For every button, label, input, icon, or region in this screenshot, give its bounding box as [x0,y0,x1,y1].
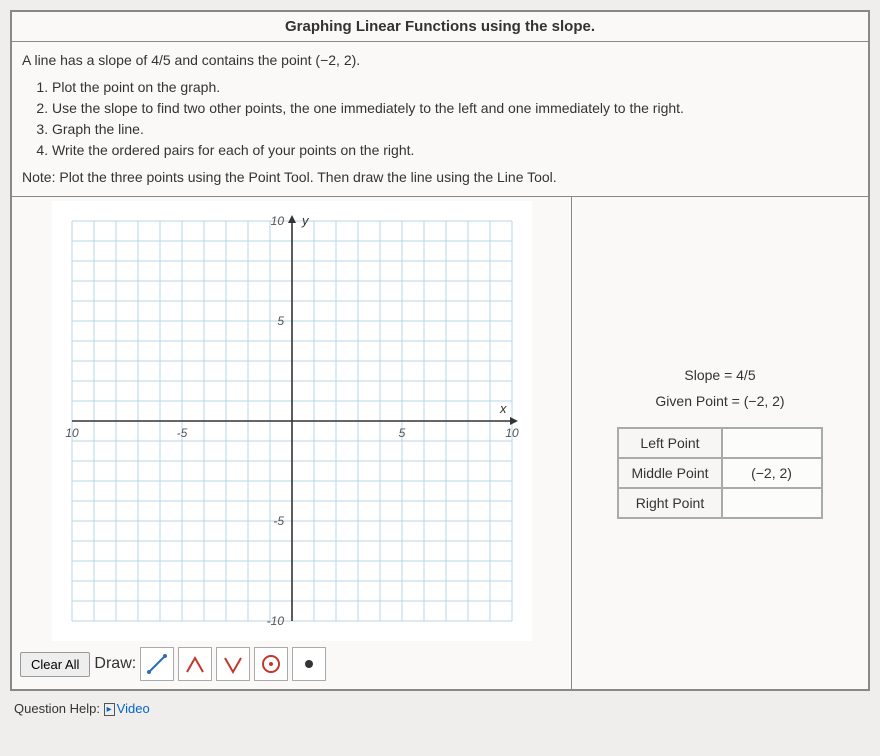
help-label: Question Help: [14,701,100,716]
given-point-label: Given Point = (−2, 2) [582,393,858,409]
row-label: Middle Point [618,458,721,488]
row-label: Left Point [618,428,721,458]
table-row: Right Point [618,488,821,518]
svg-text:5: 5 [277,314,284,328]
video-icon: ▸ [104,703,115,716]
line-tool-icon[interactable] [140,647,174,681]
svg-text:-5: -5 [273,514,284,528]
table-row: Middle Point (−2, 2) [618,458,821,488]
step-item: Write the ordered pairs for each of your… [52,140,858,161]
step-item: Plot the point on the graph. [52,77,858,98]
svg-text:-10: -10 [266,614,284,628]
coordinate-graph[interactable]: 10-5510-10-5510xy [52,201,532,641]
circle-tool-icon[interactable] [254,647,288,681]
points-table: Left Point Middle Point (−2, 2) Right Po… [617,427,822,519]
svg-text:5: 5 [398,426,405,440]
video-text: Video [117,701,150,716]
step-item: Use the slope to find two other points, … [52,98,858,119]
poly-down-tool-icon[interactable] [216,647,250,681]
middle-point-input[interactable]: (−2, 2) [722,458,822,488]
steps-list: Plot the point on the graph. Use the slo… [52,77,858,161]
poly-up-tool-icon[interactable] [178,647,212,681]
point-tool-icon[interactable] [292,647,326,681]
svg-text:10: 10 [65,426,79,440]
table-row: Left Point [618,428,821,458]
prompt-lead: A line has a slope of 4/5 and contains t… [22,50,858,71]
question-help: Question Help: ▸Video [10,691,870,720]
video-link[interactable]: ▸Video [104,701,150,716]
draw-label: Draw: [94,655,136,673]
draw-toolbar: Clear All Draw: [16,643,567,685]
svg-text:10: 10 [505,426,519,440]
clear-all-button[interactable]: Clear All [20,652,90,677]
right-point-input[interactable] [722,488,822,518]
left-point-input[interactable] [722,428,822,458]
svg-text:-5: -5 [176,426,187,440]
prompt-block: A line has a slope of 4/5 and contains t… [12,42,868,197]
step-item: Graph the line. [52,119,858,140]
page-title: Graphing Linear Functions using the slop… [12,12,868,42]
note-text: Note: Plot the three points using the Po… [22,167,858,188]
svg-text:x: x [499,401,507,416]
slope-label: Slope = 4/5 [582,367,858,383]
answer-panel: Slope = 4/5 Given Point = (−2, 2) Left P… [572,197,868,689]
row-label: Right Point [618,488,721,518]
svg-text:10: 10 [270,214,284,228]
